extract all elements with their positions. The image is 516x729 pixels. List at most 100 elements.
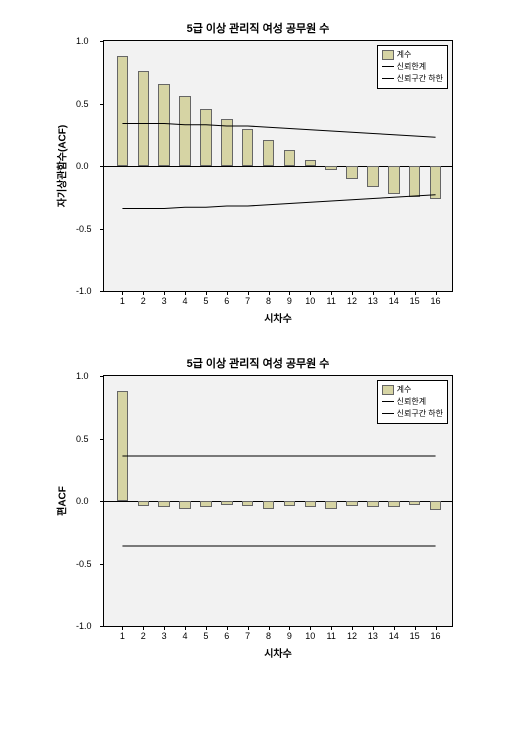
bar — [158, 501, 169, 507]
x-tick-label: 1 — [120, 296, 125, 306]
x-tick-label: 1 — [120, 631, 125, 641]
x-tick-label: 12 — [347, 296, 357, 306]
bar — [305, 501, 316, 507]
bar — [305, 160, 316, 166]
x-tick-label: 2 — [141, 631, 146, 641]
legend: 계수신뢰한계신뢰구간 하한 — [377, 380, 448, 424]
x-tick-label: 7 — [245, 631, 250, 641]
x-tick-label: 2 — [141, 296, 146, 306]
x-axis-label: 시차수 — [103, 310, 453, 325]
x-tick-label: 3 — [162, 631, 167, 641]
x-tick-label: 16 — [431, 296, 441, 306]
bar — [388, 501, 399, 507]
legend-line-icon — [382, 66, 394, 67]
bar — [179, 96, 190, 166]
bar — [117, 56, 128, 166]
x-tick-label: 12 — [347, 631, 357, 641]
bar — [367, 501, 378, 507]
charts-container: 5급 이상 관리직 여성 공무원 수자기상관함수(ACF)-1.0-0.50.0… — [20, 20, 496, 660]
x-tick-label: 14 — [389, 296, 399, 306]
x-tick-label: 11 — [327, 296, 336, 306]
x-tick-label: 15 — [410, 296, 420, 306]
bar — [138, 501, 149, 506]
legend-label: 신뢰구간 하한 — [397, 408, 443, 419]
bar — [430, 166, 441, 199]
plot-area: -1.0-0.50.00.51.012345678910111213141516… — [103, 40, 453, 292]
bar — [221, 501, 232, 505]
bar — [284, 150, 295, 166]
y-tick-label: -1.0 — [76, 621, 92, 631]
y-axis-label: 자기상관함수(ACF) — [54, 125, 69, 207]
bar — [409, 501, 420, 505]
legend-swatch-icon — [382, 50, 394, 60]
x-tick-label: 4 — [183, 296, 188, 306]
chart-title: 5급 이상 관리직 여성 공무원 수 — [63, 20, 453, 36]
x-tick-label: 10 — [305, 631, 315, 641]
bar — [221, 119, 232, 167]
bar — [242, 501, 253, 506]
legend-line-icon — [382, 78, 394, 79]
x-tick-label: 8 — [266, 631, 271, 641]
bar — [242, 129, 253, 167]
bar — [430, 501, 441, 510]
y-tick-label: 0.0 — [76, 496, 89, 506]
y-tick-label: -0.5 — [76, 559, 92, 569]
x-tick-label: 5 — [203, 296, 208, 306]
y-tick-label: -0.5 — [76, 224, 92, 234]
y-axis-label: 편ACF — [54, 486, 69, 516]
x-axis-label: 시차수 — [103, 645, 453, 660]
x-tick-label: 7 — [245, 296, 250, 306]
bar — [200, 501, 211, 507]
legend-label: 계수 — [397, 49, 412, 60]
bar — [367, 166, 378, 187]
bar — [346, 501, 357, 506]
bar — [388, 166, 399, 194]
bar — [117, 391, 128, 501]
bar — [263, 140, 274, 166]
y-tick-label: 0.5 — [76, 434, 89, 444]
x-tick-label: 13 — [368, 296, 378, 306]
bar — [179, 501, 190, 509]
bar — [138, 71, 149, 166]
bar — [409, 166, 420, 197]
x-tick-label: 4 — [183, 631, 188, 641]
x-tick-label: 11 — [327, 631, 336, 641]
x-tick-label: 16 — [431, 631, 441, 641]
x-tick-label: 5 — [203, 631, 208, 641]
bar — [158, 84, 169, 167]
y-tick-label: 0.5 — [76, 99, 89, 109]
chart-title: 5급 이상 관리직 여성 공무원 수 — [63, 355, 453, 371]
legend-label: 신뢰한계 — [397, 61, 426, 72]
legend-line-icon — [382, 413, 394, 414]
x-tick-label: 15 — [410, 631, 420, 641]
bar — [325, 501, 336, 509]
x-tick-label: 8 — [266, 296, 271, 306]
bar — [200, 109, 211, 167]
y-tick-label: 1.0 — [76, 36, 89, 46]
x-tick-label: 3 — [162, 296, 167, 306]
x-tick-label: 6 — [224, 631, 229, 641]
legend-label: 신뢰구간 하한 — [397, 73, 443, 84]
x-tick-label: 10 — [305, 296, 315, 306]
y-tick-label: 0.0 — [76, 161, 89, 171]
y-tick-label: -1.0 — [76, 286, 92, 296]
legend: 계수신뢰한계신뢰구간 하한 — [377, 45, 448, 89]
legend-line-icon — [382, 401, 394, 402]
legend-label: 신뢰한계 — [397, 396, 426, 407]
x-tick-label: 9 — [287, 631, 292, 641]
x-tick-label: 6 — [224, 296, 229, 306]
chart-0: 5급 이상 관리직 여성 공무원 수자기상관함수(ACF)-1.0-0.50.0… — [63, 20, 453, 325]
y-tick-label: 1.0 — [76, 371, 89, 381]
bar — [346, 166, 357, 179]
legend-swatch-icon — [382, 385, 394, 395]
chart-1: 5급 이상 관리직 여성 공무원 수편ACF-1.0-0.50.00.51.01… — [63, 355, 453, 660]
bar — [325, 166, 336, 170]
bar — [284, 501, 295, 506]
baseline — [104, 166, 452, 167]
x-tick-label: 13 — [368, 631, 378, 641]
bar — [263, 501, 274, 509]
x-tick-label: 14 — [389, 631, 399, 641]
baseline — [104, 501, 452, 502]
plot-area: -1.0-0.50.00.51.012345678910111213141516… — [103, 375, 453, 627]
legend-label: 계수 — [397, 384, 412, 395]
